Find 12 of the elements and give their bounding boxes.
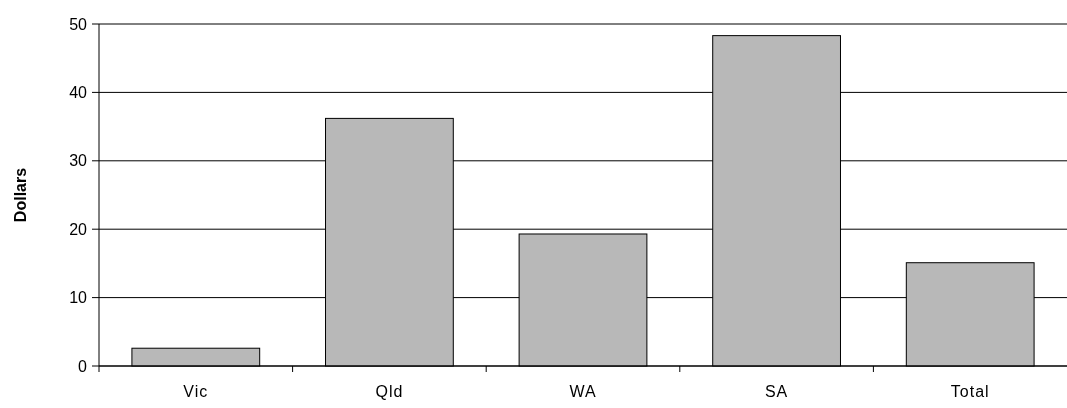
y-tick-label: 30 bbox=[69, 152, 88, 170]
x-tick-label: WA bbox=[569, 383, 597, 400]
y-tick-label: 0 bbox=[78, 357, 88, 375]
x-tick-label: SA bbox=[764, 383, 789, 400]
y-tick-label: 40 bbox=[69, 84, 88, 101]
y-tick-label: 50 bbox=[69, 15, 88, 33]
x-tick-label: Vic bbox=[183, 383, 209, 400]
x-tick-label: Total bbox=[950, 383, 990, 400]
y-axis-title: Dollars bbox=[12, 167, 29, 223]
y-tick-label: 20 bbox=[69, 220, 88, 238]
x-tick-label: Qld bbox=[375, 383, 404, 400]
y-tick-label: 10 bbox=[69, 289, 88, 307]
